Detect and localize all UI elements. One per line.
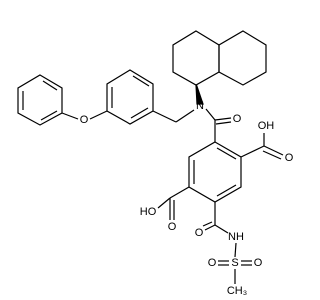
bond	[130, 107, 149, 119]
bond	[169, 186, 190, 199]
bond	[42, 80, 58, 91]
atom-label: N	[196, 100, 204, 112]
atom-label: O	[195, 227, 204, 239]
bond	[262, 150, 282, 160]
bond	[40, 110, 58, 121]
ring	[17, 74, 63, 126]
atom-label: NH	[228, 231, 244, 243]
bond	[89, 110, 108, 120]
wedge-bond	[195, 84, 204, 105]
bond	[205, 108, 216, 121]
bond	[157, 197, 171, 209]
bond	[240, 145, 265, 158]
atom-label: HO	[140, 206, 157, 218]
ring	[218, 30, 267, 86]
bond	[216, 147, 237, 160]
bond	[202, 221, 213, 227]
atom-label: CH₃	[227, 285, 247, 297]
bond	[215, 121, 232, 125]
bonds	[17, 30, 284, 284]
bond	[234, 242, 237, 258]
bond	[175, 109, 195, 123]
atom-label: O	[233, 113, 242, 125]
bond	[61, 112, 79, 120]
atom-labels: O N O OH O HO O O NH S O O CH₃	[80, 100, 294, 297]
bond	[204, 224, 216, 231]
atom-label: O	[80, 114, 89, 126]
bond	[214, 224, 229, 234]
bond	[132, 75, 150, 87]
atom-label: O	[254, 257, 263, 269]
ring	[106, 69, 154, 125]
atom-label: O	[208, 257, 217, 269]
atom-label: S	[231, 257, 238, 269]
bond	[263, 145, 284, 156]
bond	[152, 110, 177, 123]
atom-label: O	[168, 221, 177, 233]
bond	[214, 117, 232, 121]
bond	[216, 184, 237, 197]
atom-label: OH	[258, 120, 275, 132]
molecule-diagram: O N O OH O HO O O NH S O O CH₃	[17, 30, 294, 297]
ring	[172, 30, 220, 86]
ring	[188, 141, 242, 203]
atom-label: O	[285, 152, 294, 164]
